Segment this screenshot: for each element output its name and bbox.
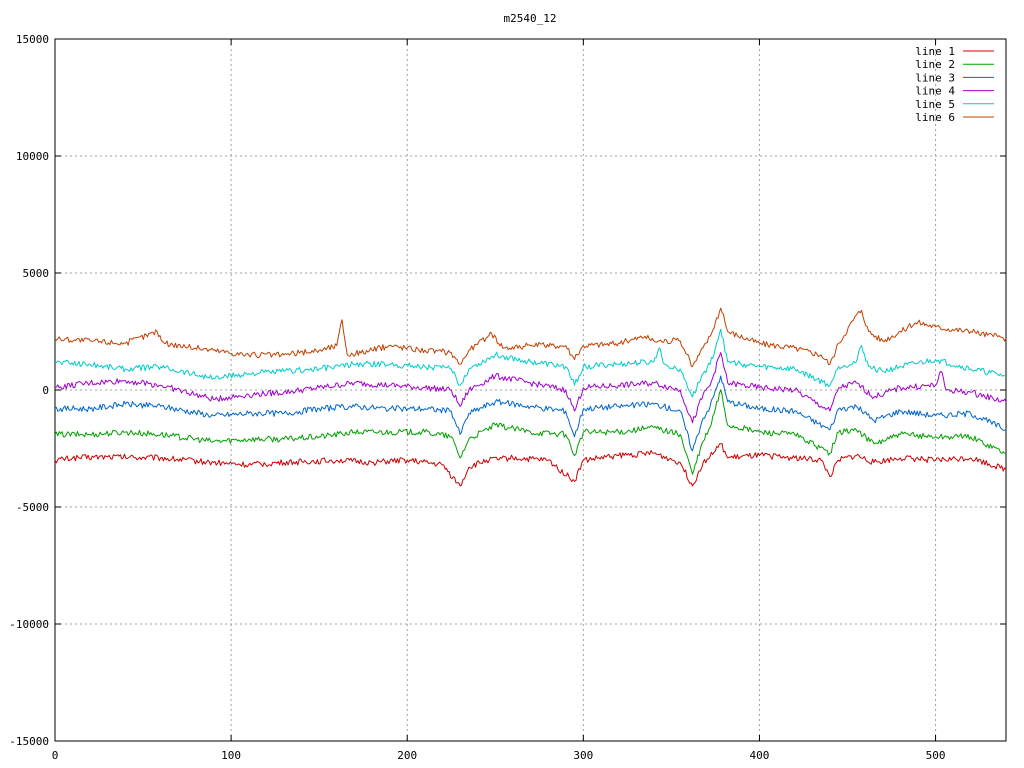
x-tick-label: 300 xyxy=(573,749,593,762)
series-line-1 xyxy=(54,443,1007,487)
legend-label: line 5 xyxy=(915,98,955,111)
legend-label: line 1 xyxy=(915,45,955,58)
series-line-5 xyxy=(54,328,1007,398)
x-tick-label: 200 xyxy=(397,749,417,762)
series-line-2 xyxy=(54,389,1006,475)
grid xyxy=(55,39,1006,741)
legend-label: line 3 xyxy=(915,71,955,84)
y-tick-label: -10000 xyxy=(9,618,49,631)
x-tick-label: 500 xyxy=(926,749,946,762)
y-tick-label: 10000 xyxy=(16,150,49,163)
series-line-6 xyxy=(54,307,1007,368)
legend-label: line 4 xyxy=(915,85,955,98)
series-line-4 xyxy=(54,352,1007,424)
x-tick-label: 100 xyxy=(221,749,241,762)
series-lines xyxy=(54,307,1007,487)
chart-title: m2540_12 xyxy=(504,12,557,25)
axis-ticks xyxy=(54,38,1006,742)
y-tick-label: -15000 xyxy=(9,735,49,748)
x-tick-label: 0 xyxy=(52,749,59,762)
x-tick-label: 400 xyxy=(750,749,770,762)
y-tick-label: 15000 xyxy=(16,33,49,46)
x-axis-tick-labels: 0 100 200 300 400 500 xyxy=(52,749,946,762)
legend-label: line 2 xyxy=(915,58,955,71)
y-tick-label: -5000 xyxy=(16,501,49,514)
legend-label: line 6 xyxy=(915,111,955,124)
series-line-3 xyxy=(54,375,1007,452)
y-tick-label: 0 xyxy=(42,384,49,397)
y-tick-label: 5000 xyxy=(23,267,50,280)
y-axis-tick-labels: -15000 -10000 -5000 0 5000 10000 15000 xyxy=(9,33,49,748)
